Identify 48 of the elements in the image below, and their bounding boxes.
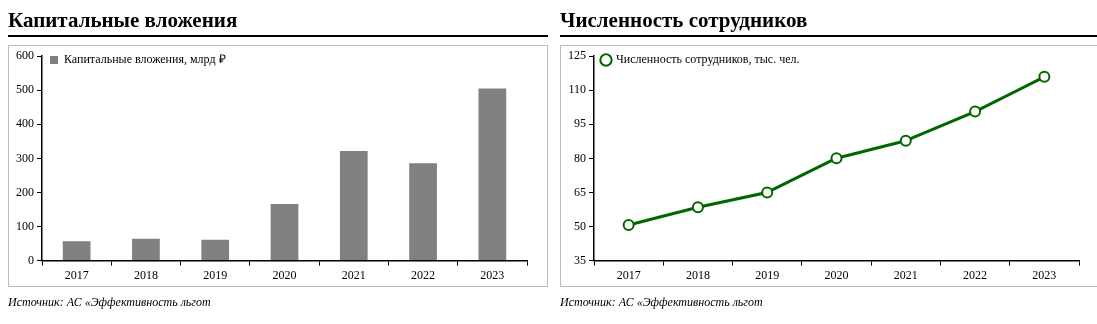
point: [761, 186, 774, 199]
x-tick-label: 2020: [824, 267, 849, 282]
y-tick-label: 35: [574, 252, 586, 267]
y-tick-label: 400: [16, 116, 34, 131]
x-tick-label: 2018: [685, 267, 710, 282]
bar: [409, 163, 437, 261]
chart-title: Численность сотрудников: [560, 8, 1097, 37]
text: Источник: АС «Эффективность льгот: [8, 295, 212, 310]
x-tick-label: 2019: [755, 267, 780, 282]
y-tick-label: 100: [16, 218, 34, 233]
y-tick-label: 50: [574, 218, 586, 233]
y-tick-label: 200: [16, 184, 34, 199]
y-tick-label: 125: [568, 48, 586, 63]
x-tick-label: 2022: [963, 267, 988, 282]
y-tick-label: 600: [16, 48, 34, 63]
y-tick-label: 95: [574, 116, 586, 131]
x-tick-label: 2020: [272, 267, 297, 282]
point: [830, 152, 843, 165]
x-tick-label: 2018: [133, 267, 158, 282]
x-tick-label: 2017: [64, 267, 89, 282]
y-tick-label: 110: [568, 82, 586, 97]
legend-label: Численность сотрудников, тыс. чел.: [616, 52, 800, 67]
text: Источник: АС «Эффективность льгот: [560, 295, 764, 310]
point: [1038, 70, 1051, 83]
y-tick-label: 500: [16, 82, 34, 97]
x-tick-label: 2023: [1032, 267, 1057, 282]
point: [622, 218, 635, 231]
point: [899, 134, 912, 147]
x-tick-label: 2022: [411, 267, 436, 282]
bar: [62, 241, 91, 261]
y-tick-label: 65: [574, 184, 586, 199]
y-tick-label: 300: [16, 150, 34, 165]
bar: [478, 88, 507, 261]
point: [969, 105, 982, 118]
x-tick-label: 2021: [341, 267, 366, 282]
point: [691, 201, 704, 214]
bar: [339, 150, 368, 261]
y-tick-label: 0: [28, 252, 34, 267]
x-tick-label: 2017: [616, 267, 641, 282]
bar: [132, 238, 160, 261]
x-tick-label: 2021: [893, 267, 918, 282]
legend-label: Капитальные вложения, млрд ₽: [64, 52, 226, 67]
chart-title: Капитальные вложения: [8, 8, 548, 37]
bar: [270, 204, 299, 261]
y-tick-label: 80: [574, 150, 586, 165]
x-tick-label: 2023: [480, 267, 505, 282]
bar: [201, 239, 230, 261]
x-tick-label: 2019: [203, 267, 228, 282]
